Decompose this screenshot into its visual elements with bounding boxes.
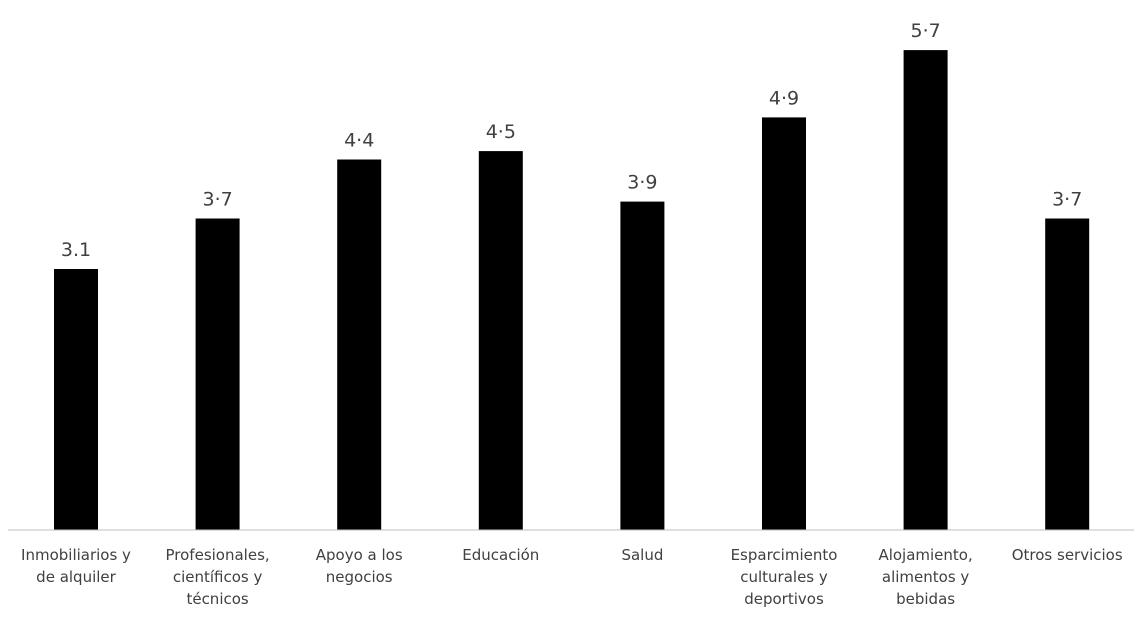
bar-0 [54,269,98,530]
bar-3 [478,151,523,530]
category-label-4: Salud [621,546,663,564]
category-label-2: Apoyo a los negocios [316,546,403,586]
category-label-line: Inmobiliarios y [21,546,131,564]
category-label-line: Esparcimiento [731,546,838,564]
category-label-1: Profesionales, científicos y técnicos [166,546,270,608]
category-label-5: Esparcimiento culturales y deportivos [731,546,838,608]
category-label-line: deportivos [744,590,824,608]
bar-1 [195,218,240,530]
value-label-3: 4·5 [486,121,516,143]
bar-5 [762,117,806,531]
category-label-line: Otros servicios [1012,546,1123,564]
category-label-line: culturales y [740,568,828,586]
value-label-5: 4·9 [769,87,799,109]
bar-2 [337,159,382,530]
category-label-line: de alquiler [36,568,116,586]
value-label-6: 5·7 [910,20,940,42]
value-label-0: 3.1 [61,239,91,261]
category-label-line: Salud [621,546,663,564]
category-label-line: alimentos y [882,568,970,586]
value-label-2: 4·4 [344,130,374,152]
category-label-line: científicos y [173,568,263,586]
value-label-7: 3·7 [1052,189,1082,211]
category-label-line: Educación [462,546,539,564]
category-label-6: Alojamiento, alimentos y bebidas [878,546,972,608]
category-label-line: bebidas [896,590,955,608]
category-label-0: Inmobiliarios y de alquiler [21,546,131,586]
value-labels-layer: 3.1 3·7 4·4 4·5 3·9 4·9 5·7 3·7 [61,20,1082,261]
value-label-4: 3·9 [627,172,657,194]
value-label-1: 3·7 [202,189,232,211]
category-label-line: Apoyo a los [316,546,403,564]
category-label-line: técnicos [186,590,248,608]
category-label-7: Otros servicios [1012,546,1123,564]
category-label-3: Educación [462,546,539,564]
category-label-line: Alojamiento, [878,546,972,564]
bar-6 [903,50,948,530]
category-labels-layer: Inmobiliarios y de alquiler Profesionales,… [21,546,1123,608]
category-label-line: Profesionales, [166,546,270,564]
bars-layer [54,50,1090,531]
bar-4 [620,201,665,530]
category-label-line: negocios [326,568,393,586]
bar-7 [1045,218,1090,530]
